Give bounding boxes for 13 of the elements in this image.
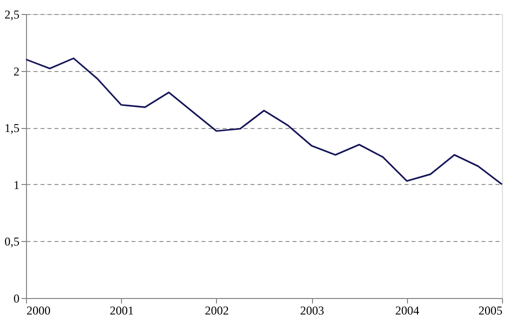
y-tick-label: 2 bbox=[14, 64, 20, 78]
y-tick-label: 0,5 bbox=[4, 234, 20, 249]
x-tick-label: 2002 bbox=[204, 304, 229, 318]
x-tick-label: 2000 bbox=[26, 304, 50, 318]
y-tick-label: 2,5 bbox=[4, 8, 20, 22]
x-tick-label: 2005 bbox=[478, 304, 502, 318]
x-tick-label: 2004 bbox=[395, 304, 420, 318]
y-tick-label: 1,5 bbox=[4, 121, 20, 136]
x-tick-label: 2003 bbox=[300, 304, 324, 318]
y-tick-label: 0 bbox=[14, 292, 20, 306]
line-series bbox=[25, 58, 503, 186]
y-tick-label: 1 bbox=[14, 178, 20, 192]
x-tick-label: 2001 bbox=[110, 304, 134, 318]
